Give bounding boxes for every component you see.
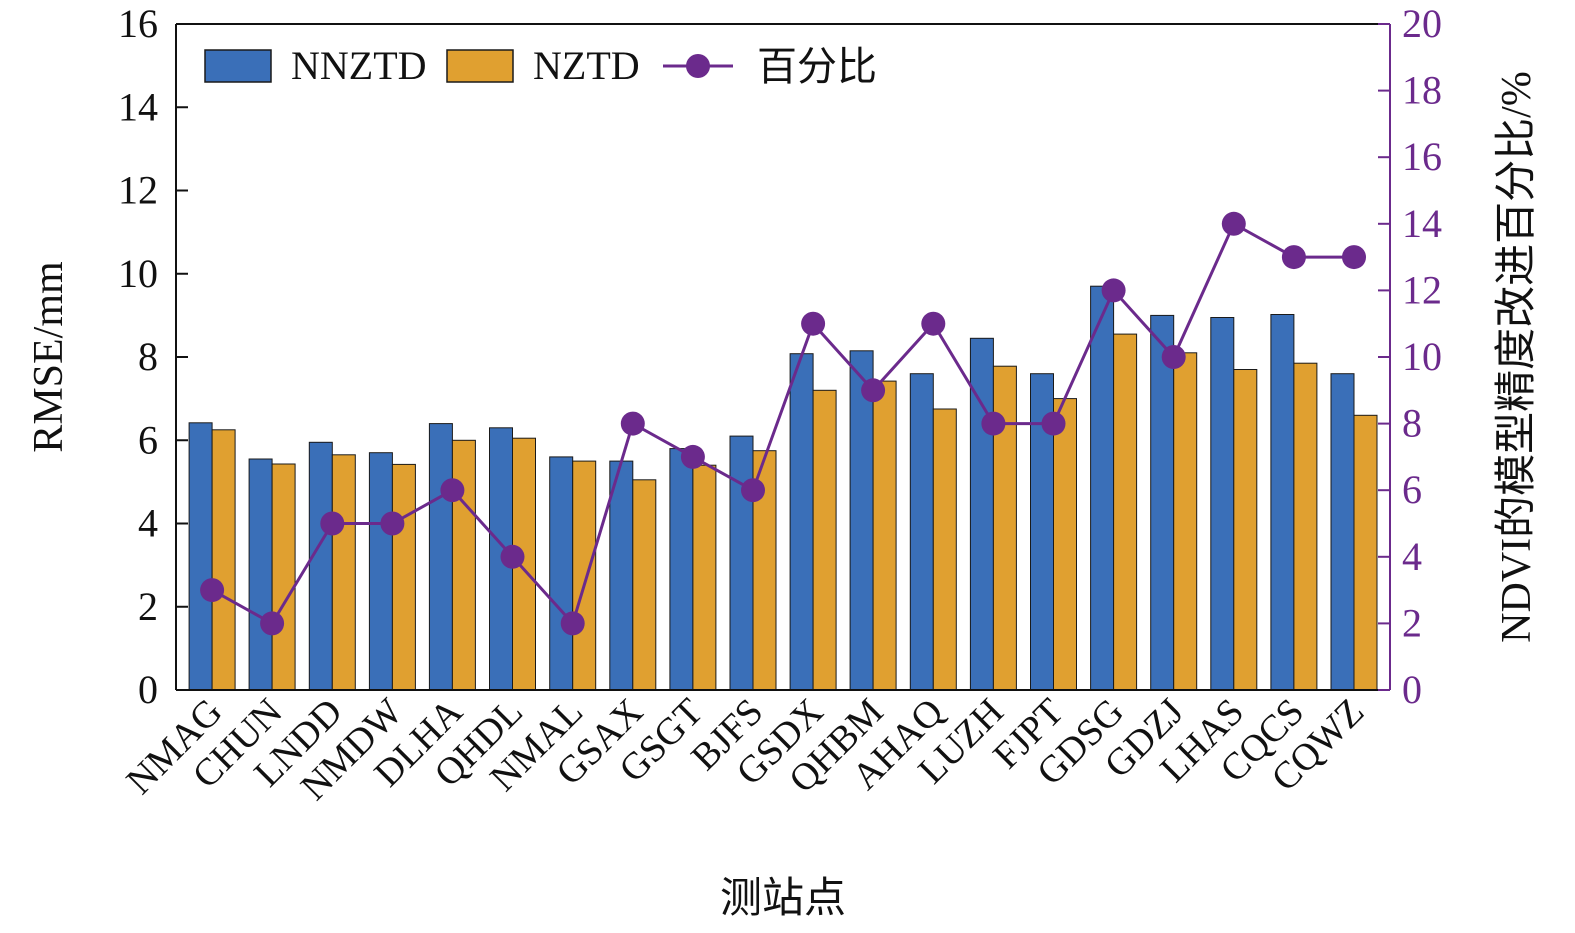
bar-nztd-fjpt xyxy=(1053,398,1077,691)
bar-nnztd-dlha xyxy=(428,423,453,691)
y2-tick-label: 10 xyxy=(1402,334,1442,379)
bar-nnztd-gsax xyxy=(609,460,634,691)
bar-nnztd-lhas xyxy=(1210,317,1235,691)
y2-tick-label: 16 xyxy=(1402,134,1442,179)
x-axis-title: 测站点 xyxy=(720,876,846,922)
category-labels-layer: NMAGCHUNLNDDNMDWDLHAQHDLNMALGSAXGSGTBJFS… xyxy=(119,690,1373,808)
y-tick-label: 4 xyxy=(138,501,158,546)
bar-nztd-gdzj xyxy=(1173,352,1198,691)
y-tick-label: 12 xyxy=(118,168,158,213)
bar-nnztd-chun xyxy=(248,458,273,691)
legend-swatch-nnztd xyxy=(204,49,272,83)
percent-point-qhbm xyxy=(861,378,886,403)
bars-layer xyxy=(188,285,1378,691)
bar-nztd-lhas xyxy=(1233,369,1258,691)
bar-nztd-nmal xyxy=(572,460,597,691)
bar-nnztd-nmdw xyxy=(368,452,393,691)
bar-nnztd-gsdx xyxy=(789,353,814,691)
percent-point-cqwz xyxy=(1342,245,1366,270)
percent-point-nmag xyxy=(200,578,225,603)
bar-nztd-gdsg xyxy=(1113,333,1138,691)
bar-nztd-gsax xyxy=(632,479,657,691)
percent-point-gsax xyxy=(620,411,645,436)
legend-swatch-nztd xyxy=(446,49,514,83)
y-axis-title: RMSE/mm xyxy=(26,261,72,453)
legend-label-nztd: NZTD xyxy=(533,43,640,88)
percent-point-gdzj xyxy=(1161,345,1186,369)
bar-nztd-gsgt xyxy=(692,464,717,691)
percent-line-layer xyxy=(200,211,1366,636)
bar-nztd-nmag xyxy=(211,429,236,691)
percent-point-lhas xyxy=(1221,211,1246,236)
y-tick-label: 8 xyxy=(138,334,158,379)
y2-tick-label: 18 xyxy=(1402,68,1442,113)
percent-point-dlha xyxy=(440,478,465,503)
y2-tick-label: 20 xyxy=(1402,1,1442,46)
axes-layer xyxy=(175,23,1391,691)
y2-axis-title: NDVI的模型精度改进百分比/% xyxy=(1494,71,1540,643)
bar-nztd-gsdx xyxy=(812,389,837,691)
y2-tick-label: 8 xyxy=(1402,401,1422,446)
y2-tick-label: 2 xyxy=(1402,600,1422,645)
percent-point-gdsg xyxy=(1101,278,1126,303)
bar-nnztd-lndd xyxy=(308,441,333,691)
legend: NNZTD NZTD 百分比 xyxy=(204,43,877,89)
legend-label-nnztd: NNZTD xyxy=(291,43,427,88)
bar-nztd-cqwz xyxy=(1353,414,1378,691)
y2-tick-label: 4 xyxy=(1402,534,1422,579)
bar-nnztd-bjfs xyxy=(729,435,754,691)
bar-nztd-lndd xyxy=(331,454,356,691)
y-tick-label: 10 xyxy=(118,251,158,296)
bar-nztd-dlha xyxy=(451,439,476,691)
percent-point-bjfs xyxy=(741,478,765,503)
legend-label-percent: 百分比 xyxy=(757,44,877,89)
percent-point-chun xyxy=(260,611,285,636)
y2-tick-label: 14 xyxy=(1402,201,1442,246)
percent-point-lndd xyxy=(320,511,345,536)
percent-point-nmal xyxy=(560,611,585,636)
percent-point-gsgt xyxy=(680,444,705,469)
y-tick-label: 0 xyxy=(138,667,158,712)
percent-point-ahaq xyxy=(921,311,946,336)
bar-nnztd-nmag xyxy=(188,422,213,691)
y-tick-label: 16 xyxy=(118,1,158,46)
ticks-layer: 0 2 4 6 8 10 12 14 16 0 2 4 6 8 10 12 14 16 18 20 xyxy=(118,1,1442,712)
y-tick-label: 6 xyxy=(138,417,158,462)
percent-point-nmdw xyxy=(380,511,405,536)
bar-nnztd-gdsg xyxy=(1090,285,1115,691)
percent-point-qhdl xyxy=(500,544,525,569)
percent-point-cqcs xyxy=(1281,245,1306,270)
bar-nztd-qhbm xyxy=(872,380,897,691)
percent-point-luzh xyxy=(981,411,1006,436)
y2-tick-label: 6 xyxy=(1402,467,1422,512)
bar-nztd-chun xyxy=(271,463,296,691)
bar-nnztd-cqwz xyxy=(1330,373,1355,691)
bar-nnztd-gsgt xyxy=(669,448,694,691)
y2-tick-label: 0 xyxy=(1402,667,1422,712)
bar-nztd-cqcs xyxy=(1293,362,1318,691)
bar-nnztd-ahaq xyxy=(909,373,934,691)
y2-tick-label: 12 xyxy=(1402,267,1442,312)
legend-swatch-percent-marker xyxy=(686,54,710,78)
bar-nnztd-gdzj xyxy=(1150,314,1175,691)
percent-point-fjpt xyxy=(1041,411,1066,436)
bar-nztd-nmdw xyxy=(391,463,416,691)
bar-nztd-ahaq xyxy=(932,408,957,691)
y-tick-label: 14 xyxy=(118,84,158,129)
bar-nnztd-nmal xyxy=(549,456,574,691)
bar-nnztd-cqcs xyxy=(1270,314,1295,691)
percent-point-gsdx xyxy=(801,311,826,336)
y-tick-label: 2 xyxy=(138,584,158,629)
